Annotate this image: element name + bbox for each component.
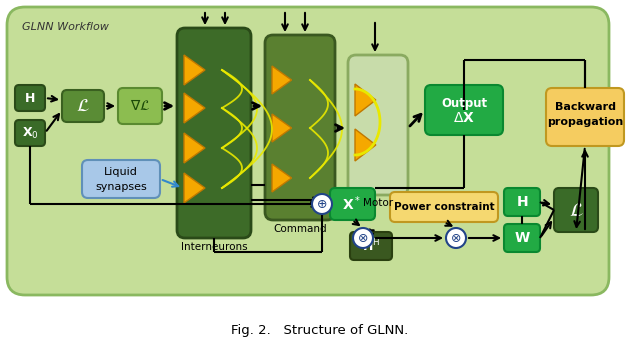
FancyBboxPatch shape — [118, 88, 162, 124]
Text: $\mathcal{L}$: $\mathcal{L}$ — [569, 201, 583, 219]
Text: Command: Command — [273, 224, 327, 234]
Text: $\otimes$: $\otimes$ — [357, 232, 369, 245]
Text: $\mathbf{H}$: $\mathbf{H}$ — [516, 195, 528, 209]
FancyBboxPatch shape — [15, 85, 45, 111]
Polygon shape — [272, 114, 292, 142]
Text: $\Delta\mathbf{X}$: $\Delta\mathbf{X}$ — [453, 111, 475, 125]
Text: propagation: propagation — [547, 117, 623, 127]
Text: $\oplus$: $\oplus$ — [316, 197, 328, 211]
FancyBboxPatch shape — [504, 188, 540, 216]
Circle shape — [312, 194, 332, 214]
Polygon shape — [184, 133, 205, 163]
FancyBboxPatch shape — [7, 7, 609, 295]
Text: Power constraint: Power constraint — [394, 202, 494, 212]
Polygon shape — [184, 55, 205, 85]
Polygon shape — [272, 164, 292, 192]
FancyBboxPatch shape — [15, 120, 45, 146]
Polygon shape — [184, 173, 205, 203]
Text: $\mathbf{W}$: $\mathbf{W}$ — [513, 231, 531, 245]
Polygon shape — [184, 93, 205, 123]
FancyBboxPatch shape — [330, 188, 375, 220]
FancyBboxPatch shape — [504, 224, 540, 252]
Text: $\mathbf{H}$: $\mathbf{H}$ — [24, 92, 36, 104]
Polygon shape — [272, 66, 292, 94]
Text: $\mathcal{L}$: $\mathcal{L}$ — [76, 97, 90, 115]
Text: $\otimes$: $\otimes$ — [451, 232, 461, 245]
FancyBboxPatch shape — [390, 192, 498, 222]
Text: GLNN Workflow: GLNN Workflow — [22, 22, 109, 32]
FancyBboxPatch shape — [546, 88, 624, 146]
FancyBboxPatch shape — [554, 188, 598, 232]
Text: $\nabla\mathcal{L}$: $\nabla\mathcal{L}$ — [130, 98, 150, 114]
Text: $\mathbf{X}^*$: $\mathbf{X}^*$ — [342, 195, 362, 213]
Text: Fig. 2.   Structure of GLNN.: Fig. 2. Structure of GLNN. — [232, 324, 408, 337]
FancyBboxPatch shape — [265, 35, 335, 220]
FancyBboxPatch shape — [177, 28, 251, 238]
Circle shape — [446, 228, 466, 248]
FancyBboxPatch shape — [62, 90, 104, 122]
FancyBboxPatch shape — [348, 55, 408, 195]
Polygon shape — [355, 129, 376, 161]
FancyBboxPatch shape — [82, 160, 160, 198]
Text: Output: Output — [441, 96, 487, 110]
Text: Liquid: Liquid — [104, 167, 138, 177]
Text: Interneurons: Interneurons — [180, 242, 247, 252]
FancyBboxPatch shape — [350, 232, 392, 260]
FancyBboxPatch shape — [425, 85, 503, 135]
Text: $\mathbf{H}^\mathrm{H}$: $\mathbf{H}^\mathrm{H}$ — [362, 238, 380, 254]
Text: $\mathbf{X}_0$: $\mathbf{X}_0$ — [22, 125, 38, 141]
Text: synapses: synapses — [95, 182, 147, 192]
Polygon shape — [355, 84, 376, 116]
Circle shape — [353, 228, 373, 248]
Text: Motor: Motor — [363, 198, 393, 208]
Text: Backward: Backward — [554, 102, 616, 112]
